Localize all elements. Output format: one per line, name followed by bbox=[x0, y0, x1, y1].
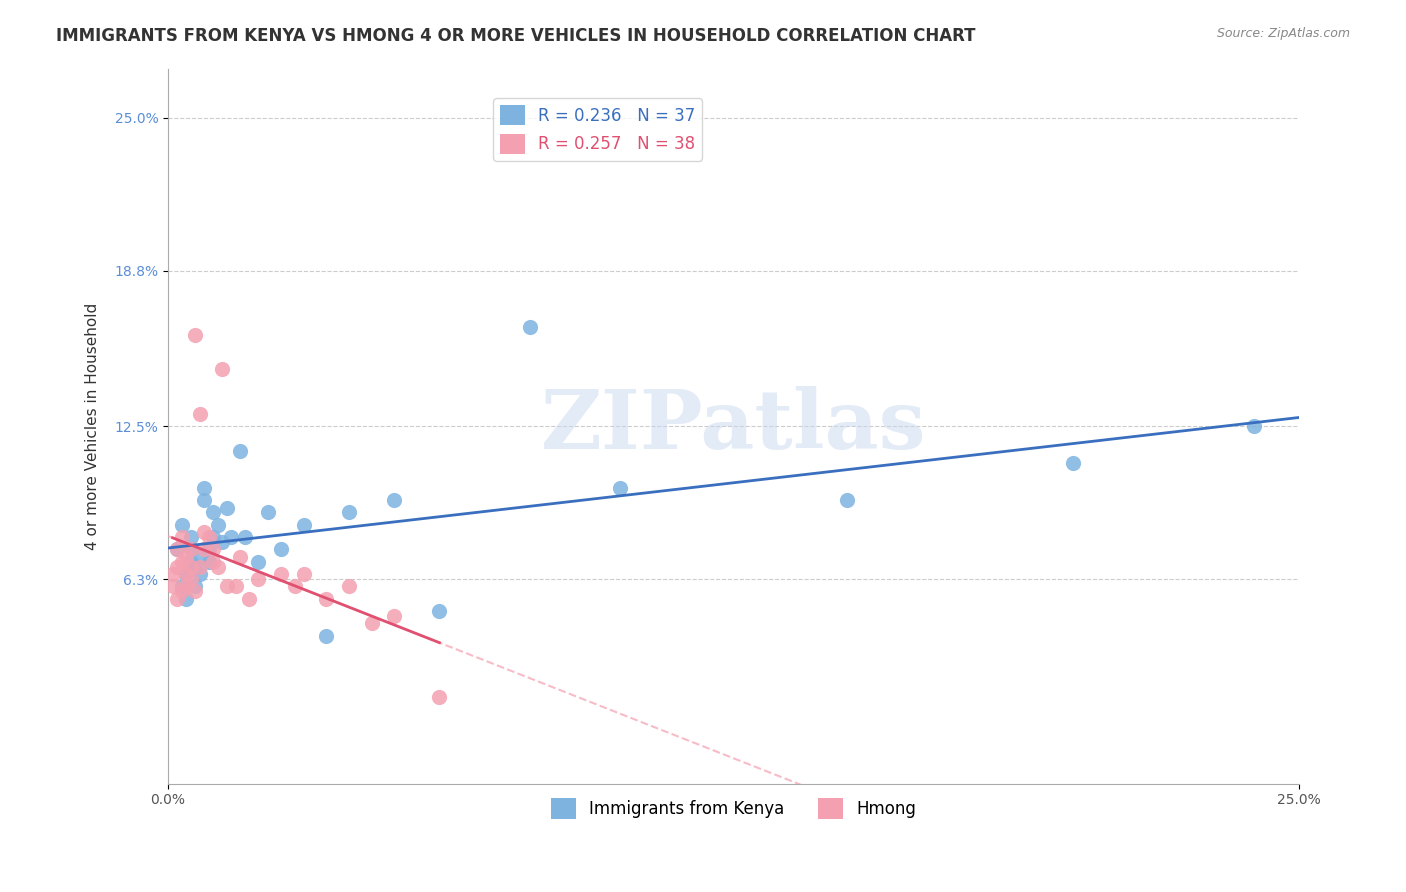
Point bbox=[292, 517, 315, 532]
Point bbox=[188, 549, 211, 564]
Point bbox=[1243, 419, 1265, 434]
Point bbox=[221, 530, 243, 544]
Point bbox=[256, 505, 278, 519]
Point bbox=[170, 530, 193, 544]
Point bbox=[229, 549, 252, 564]
Text: IMMIGRANTS FROM KENYA VS HMONG 4 OR MORE VEHICLES IN HOUSEHOLD CORRELATION CHART: IMMIGRANTS FROM KENYA VS HMONG 4 OR MORE… bbox=[56, 27, 976, 45]
Point bbox=[337, 579, 360, 593]
Point bbox=[180, 559, 202, 574]
Point bbox=[229, 443, 252, 458]
Point bbox=[180, 555, 202, 569]
Point bbox=[202, 505, 225, 519]
Point bbox=[238, 591, 260, 606]
Point bbox=[215, 500, 238, 515]
Point bbox=[166, 542, 188, 557]
Point bbox=[193, 542, 215, 557]
Point bbox=[188, 567, 211, 582]
Point bbox=[174, 591, 197, 606]
Point bbox=[211, 362, 233, 376]
Point bbox=[184, 559, 207, 574]
Point bbox=[188, 407, 211, 421]
Text: Source: ZipAtlas.com: Source: ZipAtlas.com bbox=[1216, 27, 1350, 40]
Point bbox=[225, 579, 247, 593]
Point bbox=[180, 530, 202, 544]
Point bbox=[211, 535, 233, 549]
Point bbox=[429, 604, 451, 618]
Point bbox=[207, 517, 229, 532]
Point bbox=[180, 542, 202, 557]
Point bbox=[193, 525, 215, 540]
Point bbox=[247, 572, 270, 586]
Point bbox=[202, 555, 225, 569]
Point bbox=[193, 493, 215, 508]
Point bbox=[202, 530, 225, 544]
Point bbox=[174, 567, 197, 582]
Point bbox=[184, 579, 207, 593]
Point bbox=[184, 327, 207, 342]
Point bbox=[270, 542, 292, 557]
Point bbox=[609, 481, 631, 495]
Point bbox=[292, 567, 315, 582]
Legend: Immigrants from Kenya, Hmong: Immigrants from Kenya, Hmong bbox=[544, 792, 922, 825]
Point bbox=[170, 584, 193, 599]
Point bbox=[382, 493, 405, 508]
Y-axis label: 4 or more Vehicles in Household: 4 or more Vehicles in Household bbox=[86, 302, 100, 549]
Point bbox=[835, 493, 858, 508]
Point bbox=[170, 517, 193, 532]
Point bbox=[162, 579, 184, 593]
Point bbox=[184, 584, 207, 599]
Point bbox=[360, 616, 382, 631]
Point bbox=[166, 542, 188, 557]
Point bbox=[162, 567, 184, 582]
Point bbox=[429, 690, 451, 705]
Point bbox=[166, 559, 188, 574]
Point bbox=[1062, 456, 1084, 470]
Point bbox=[207, 559, 229, 574]
Point bbox=[284, 579, 307, 593]
Point bbox=[174, 567, 197, 582]
Point bbox=[202, 542, 225, 557]
Point bbox=[337, 505, 360, 519]
Point bbox=[197, 530, 219, 544]
Point bbox=[247, 555, 270, 569]
Point bbox=[270, 567, 292, 582]
Point bbox=[519, 320, 541, 334]
Point bbox=[174, 549, 197, 564]
Point bbox=[197, 555, 219, 569]
Point bbox=[174, 579, 197, 593]
Point bbox=[170, 555, 193, 569]
Point bbox=[193, 481, 215, 495]
Text: ZIPatlas: ZIPatlas bbox=[541, 386, 927, 467]
Point bbox=[197, 542, 219, 557]
Point bbox=[170, 579, 193, 593]
Point bbox=[188, 559, 211, 574]
Point bbox=[180, 572, 202, 586]
Point bbox=[315, 591, 337, 606]
Point bbox=[166, 591, 188, 606]
Point bbox=[180, 542, 202, 557]
Point bbox=[215, 579, 238, 593]
Point bbox=[233, 530, 256, 544]
Point bbox=[382, 609, 405, 624]
Point bbox=[315, 629, 337, 643]
